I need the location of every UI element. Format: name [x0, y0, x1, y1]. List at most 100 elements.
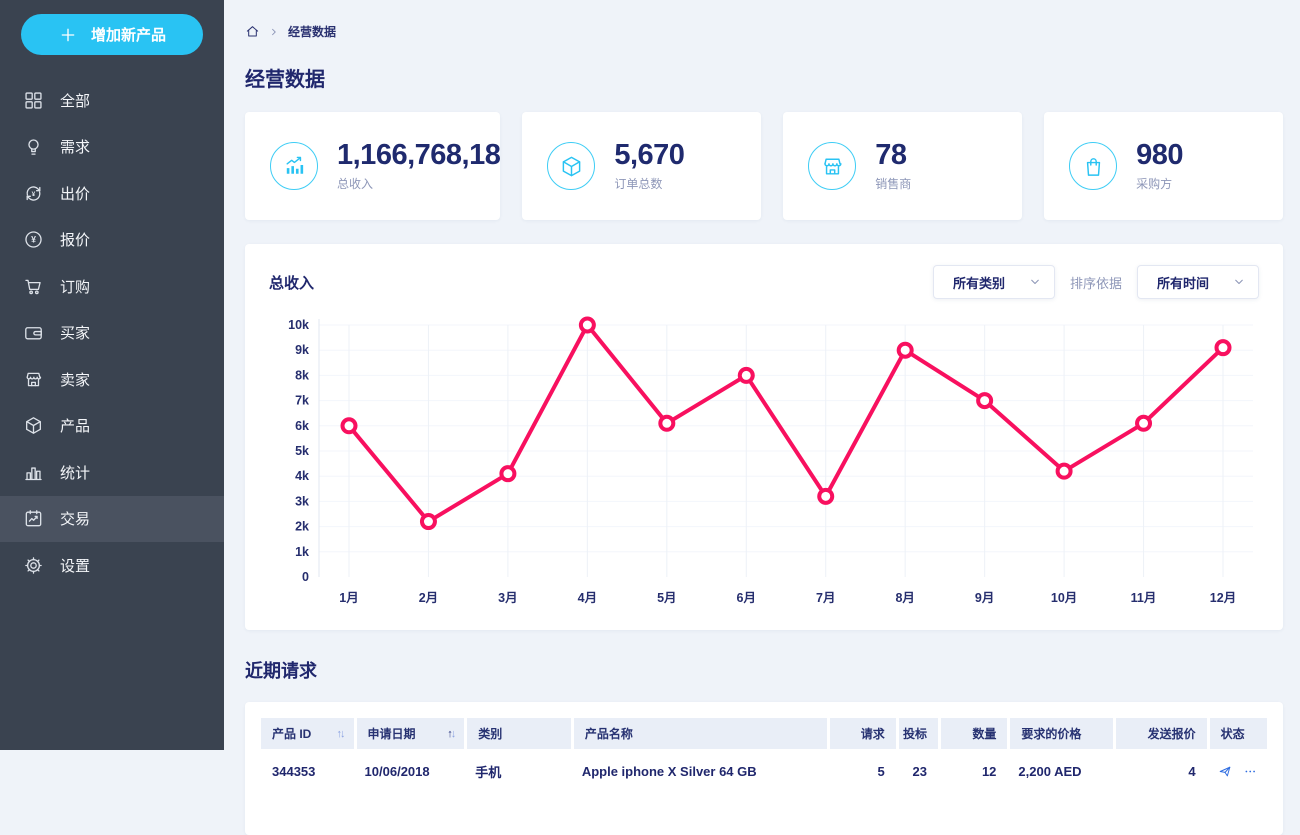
sort-arrows-icon[interactable]: ↑↓: [336, 727, 346, 740]
table-cell: Apple iphone X Silver 64 GB: [581, 764, 757, 779]
svg-text:4月: 4月: [578, 591, 597, 605]
svg-text:0: 0: [302, 570, 309, 584]
sidebar-item-label: 订购: [60, 278, 91, 296]
breadcrumb: 经营数据: [245, 23, 1283, 40]
store-icon: [23, 369, 44, 390]
table-cell: 344353: [272, 764, 316, 779]
sidebar-item-all[interactable]: 全部: [0, 77, 224, 124]
table-cell: 12: [981, 764, 997, 779]
svg-text:9月: 9月: [975, 591, 994, 605]
column-header: 发送报价: [1113, 718, 1207, 749]
svg-text:1月: 1月: [339, 591, 358, 605]
cube-icon: [547, 142, 596, 190]
chevron-down-icon: [1233, 276, 1245, 288]
page-title: 经营数据: [245, 69, 325, 91]
svg-text:10k: 10k: [288, 318, 309, 332]
sidebar-item-demand[interactable]: 需求: [0, 124, 224, 171]
add-new-product-button[interactable]: 增加新产品: [21, 14, 203, 55]
store-icon: [808, 142, 857, 190]
sidebar-item-label: 交易: [60, 511, 91, 529]
calendar-trend-icon: [23, 508, 44, 529]
table-cell: 5: [877, 764, 885, 779]
table-cell: 手机: [475, 765, 502, 780]
time-filter-dropdown[interactable]: 所有时间: [1136, 265, 1259, 299]
table-row[interactable]: 344353 10/06/2018 手机 Apple iphone X Silver …: [261, 749, 1267, 795]
sidebar-item-label: 报价: [60, 232, 91, 250]
sidebar-item-label: 设置: [60, 557, 91, 575]
sort-by-label: 排序依据: [1069, 275, 1122, 291]
svg-text:6k: 6k: [295, 419, 309, 433]
svg-text:7月: 7月: [816, 591, 835, 605]
shopping-bag-icon: [1069, 142, 1118, 190]
add-new-product-label: 增加新产品: [90, 27, 166, 44]
chart-title: 总收入: [269, 274, 315, 292]
sidebar-item-label: 出价: [60, 185, 91, 203]
stat-value: 980: [1136, 138, 1183, 171]
cart-icon: [23, 276, 44, 297]
breadcrumb-current: 经营数据: [288, 25, 337, 39]
column-header: 请求: [827, 718, 896, 749]
package-icon: [23, 415, 44, 436]
stat-label: 订单总数: [614, 177, 663, 192]
sidebar-item-quote[interactable]: ¥ 报价: [0, 217, 224, 264]
svg-text:10月: 10月: [1051, 591, 1077, 605]
column-header[interactable]: 产品 ID ↑↓: [261, 718, 354, 749]
main-content: 经营数据 经营数据 1,166,768,18 总收入 5,670 订单总数 78 销售商 9…: [224, 0, 1300, 835]
stat-label: 总收入: [337, 177, 374, 192]
sidebar-item-order[interactable]: 订购: [0, 263, 224, 310]
recent-requests-table-card: 产品 ID ↑↓ 申请日期 ↑↓ 类别 产品名称 请求 投标 数量 要求的价格 发送报价 状态 344…: [245, 702, 1283, 835]
table-cell: 23: [912, 764, 928, 779]
svg-text:4k: 4k: [295, 469, 309, 483]
stats-row: 1,166,768,18 总收入 5,670 订单总数 78 销售商 980 采购方: [245, 112, 1283, 220]
yen-circle-icon: ¥: [23, 229, 44, 250]
sidebar-item-trade[interactable]: 交易: [0, 495, 224, 542]
svg-text:8k: 8k: [295, 368, 309, 382]
sidebar-item-product[interactable]: 产品: [0, 403, 224, 450]
sidebar-item-label: 全部: [60, 92, 91, 110]
send-icon[interactable]: [1218, 762, 1232, 781]
revenue-chart-card: 总收入 所有类别 排序依据 所有时间 0 1k 2k 3k 4k 5k 6k 7k 8k 9k 10…: [245, 244, 1283, 630]
chevron-right-icon: [269, 27, 279, 37]
svg-text:11月: 11月: [1131, 591, 1157, 605]
column-header: 投标: [895, 718, 939, 749]
sidebar-item-buyer[interactable]: 买家: [0, 310, 224, 357]
sidebar-item-bid[interactable]: ¥ 出价: [0, 170, 224, 217]
svg-text:5月: 5月: [657, 591, 676, 605]
status-cell: [1207, 749, 1267, 795]
sort-arrows-icon[interactable]: ↑↓: [447, 727, 456, 740]
stat-card-2: 5,670 订单总数: [522, 112, 762, 220]
grid-icon: [23, 90, 44, 111]
chevron-down-icon: [1029, 276, 1041, 288]
recent-requests-table: 产品 ID ↑↓ 申请日期 ↑↓ 类别 产品名称 请求 投标 数量 要求的价格 发送报价 状态 344…: [261, 718, 1267, 795]
refresh-yen-icon: ¥: [23, 183, 44, 204]
sidebar: 增加新产品 全部需求 ¥ 出价 ¥ 报价订购买家卖家产品统计交易设置: [0, 0, 224, 750]
sidebar-item-settings[interactable]: 设置: [0, 542, 224, 589]
sidebar-item-label: 买家: [60, 325, 91, 343]
plus-icon: [58, 25, 78, 45]
sidebar-item-label: 卖家: [60, 371, 91, 389]
svg-text:1k: 1k: [295, 545, 309, 559]
svg-text:7k: 7k: [295, 394, 309, 408]
stat-card-4: 980 采购方: [1044, 112, 1283, 220]
chart-growth-icon: [270, 142, 318, 190]
sidebar-item-label: 产品: [60, 418, 91, 436]
column-header: 数量: [938, 718, 1008, 749]
category-filter-dropdown[interactable]: 所有类别: [932, 265, 1055, 299]
time-filter-value: 所有时间: [1156, 275, 1209, 291]
svg-text:6月: 6月: [737, 591, 756, 605]
sidebar-item-stats[interactable]: 统计: [0, 449, 224, 496]
svg-text:2月: 2月: [419, 591, 438, 605]
bulb-icon: [23, 136, 44, 157]
gear-icon: [23, 555, 44, 576]
stat-value: 78: [875, 138, 907, 171]
home-icon[interactable]: [245, 24, 260, 39]
svg-text:12月: 12月: [1210, 591, 1236, 605]
sidebar-item-label: 统计: [60, 464, 91, 482]
table-cell: 4: [1188, 764, 1196, 779]
table-cell: 10/06/2018: [364, 764, 430, 779]
sidebar-item-seller[interactable]: 卖家: [0, 356, 224, 403]
stat-value: 1,166,768,18: [337, 138, 501, 171]
stat-card-1: 1,166,768,18 总收入: [245, 112, 501, 220]
column-header[interactable]: 申请日期 ↑↓: [353, 718, 465, 749]
ellipsis-icon[interactable]: [1244, 763, 1256, 780]
